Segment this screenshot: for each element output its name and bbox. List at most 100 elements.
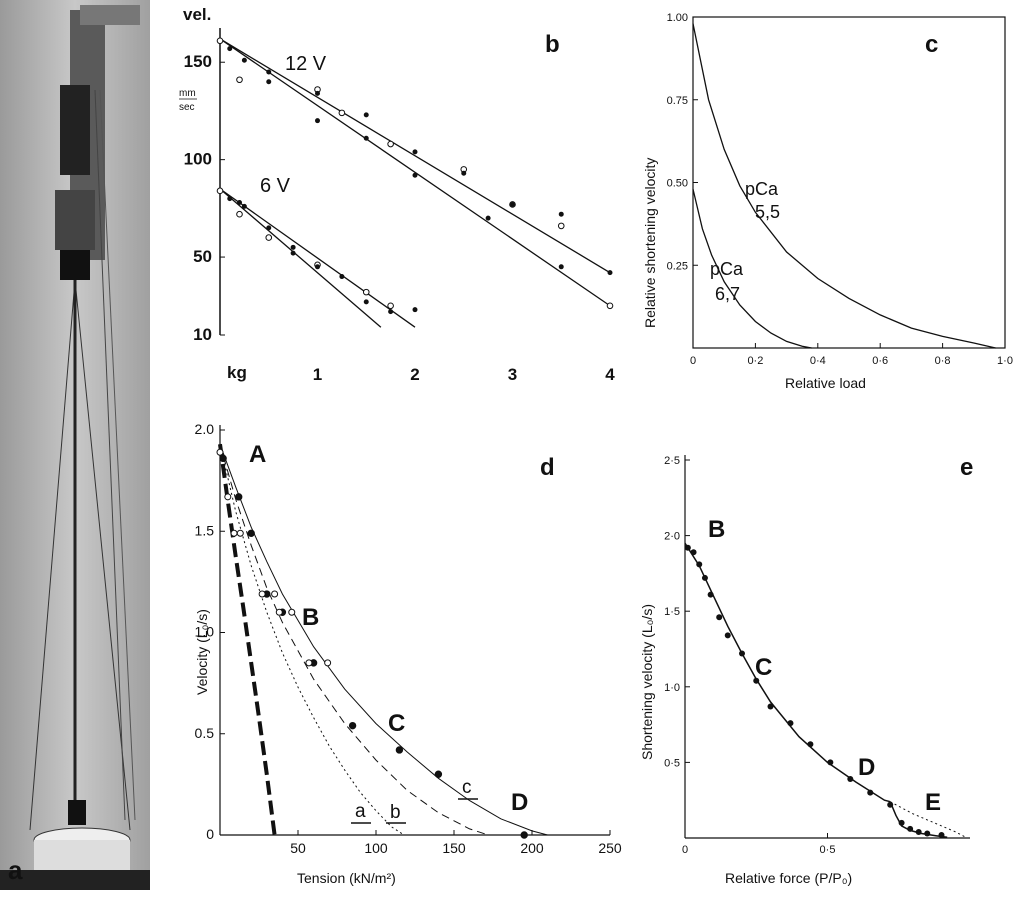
data-point — [387, 302, 394, 310]
y-tick-label: 0.5 — [195, 725, 215, 741]
y-tick-label: 1.00 — [667, 12, 688, 24]
point-label-D: D — [858, 754, 875, 781]
chart-panel-d: 0 0.5 1.0 1.5 2.0 50 100 150 200 250 d Tension (k… — [194, 421, 622, 886]
y-unit-num: mm — [179, 88, 196, 99]
y-tick-label: 0·5 — [664, 757, 680, 769]
x-tick-label: 250 — [598, 840, 622, 856]
point-label-A: A — [249, 441, 266, 468]
data-point — [412, 307, 418, 313]
fit-line — [219, 188, 382, 328]
panel-letter-b: b — [545, 31, 560, 58]
annotation-pca-67-line2: 6,7 — [715, 284, 740, 304]
data-point — [807, 741, 814, 748]
y-title-top: vel. — [183, 5, 211, 24]
data-point — [315, 264, 320, 270]
data-point — [485, 215, 491, 221]
y-tick-label: 2·5 — [664, 455, 680, 467]
data-point — [938, 831, 945, 838]
y-tick-label: 150 — [184, 52, 212, 71]
x-tick-label: 4 — [605, 365, 615, 384]
curve-label-b: b — [390, 802, 401, 823]
point-label-E: E — [925, 789, 941, 816]
y-tick-label: 1·5 — [664, 606, 680, 618]
data-point — [227, 46, 233, 52]
data-point — [363, 299, 369, 305]
data-point — [387, 140, 394, 148]
curve-pCa-6-7 — [692, 188, 812, 349]
data-point — [753, 677, 760, 684]
data-point — [237, 200, 242, 206]
chart-panel-c: 0.25 0.50 0.75 1.00 0 0·2 0·4 0·6 0·8 1·0 c Relat… — [642, 12, 1013, 391]
data-point — [236, 210, 243, 218]
x-axis-label: Tension (kN/m²) — [297, 870, 396, 886]
annotation-pca-55-line1: pCa — [745, 179, 779, 199]
data-point — [510, 201, 515, 207]
x-tick-label: 0 — [682, 844, 688, 856]
data-point — [690, 549, 697, 556]
curve-dotted — [889, 801, 968, 839]
point-label-B: B — [302, 604, 319, 631]
data-point — [388, 309, 394, 315]
data-point — [266, 69, 272, 75]
y-axis-label: Relative shortening velocity — [642, 158, 658, 328]
data-point — [241, 57, 247, 63]
panel-letter-c: c — [925, 31, 938, 58]
curve-solid — [684, 542, 891, 803]
x-tick-label: 150 — [442, 840, 466, 856]
data-point — [924, 830, 931, 837]
data-point — [739, 650, 745, 657]
x-tick-label: 2 — [410, 365, 419, 384]
data-point — [266, 225, 272, 231]
fit-line — [219, 38, 611, 307]
data-point-open — [258, 590, 266, 598]
data-point — [315, 118, 320, 124]
data-point — [696, 561, 703, 568]
data-point — [227, 196, 233, 202]
curve-thick — [218, 443, 277, 836]
data-point-open — [230, 529, 238, 537]
curve-b — [219, 444, 489, 836]
data-point — [907, 825, 914, 832]
data-point-open — [275, 608, 283, 616]
point-label-C: C — [755, 654, 772, 681]
data-point — [684, 544, 691, 551]
data-point-open — [305, 659, 313, 667]
chart-panel-b: 10 50 100 150 1 2 3 4 b vel. mm sec kg 12 V 6 V — [179, 5, 615, 384]
apparatus-photo — [0, 0, 150, 890]
data-point — [707, 591, 714, 598]
chart-panel-e: 0·5 1·0 1·5 2·0 2·5 0 0·5 e Relative force (P/… — [639, 454, 973, 886]
data-point — [266, 79, 272, 85]
data-point — [412, 149, 418, 155]
x-axis-label: Relative load — [785, 375, 866, 391]
x-tick-label: 0 — [690, 355, 696, 367]
x-axis-label: kg — [227, 363, 247, 382]
y-tick-label: 1.0 — [195, 624, 215, 640]
x-axis-label: Relative force (P/P₀) — [725, 870, 852, 886]
x-tick-label: 200 — [520, 840, 544, 856]
data-point — [898, 819, 905, 826]
y-unit-den: sec — [179, 102, 195, 113]
y-tick-label: 1·0 — [664, 682, 680, 694]
data-point — [216, 37, 224, 45]
point-label-D: D — [511, 789, 528, 816]
data-point — [339, 274, 345, 280]
y-axis-label: Velocity (L₀/s) — [194, 609, 210, 695]
y-tick-label: 50 — [193, 247, 212, 266]
data-point-open — [271, 590, 279, 598]
panel-letter-a: a — [8, 855, 23, 885]
x-tick-label: 3 — [508, 365, 517, 384]
data-point — [558, 211, 564, 217]
y-tick-label: 0.50 — [667, 178, 688, 190]
data-point — [701, 574, 708, 581]
data-point — [315, 90, 320, 96]
data-point-filled — [219, 454, 227, 463]
data-point — [558, 264, 564, 270]
x-tick-label: 0·5 — [820, 844, 836, 856]
data-point — [887, 801, 894, 808]
curve-c — [219, 444, 548, 836]
y-axis-label: Shortening velocity (L₀/s) — [639, 604, 655, 760]
fit-line — [219, 188, 416, 328]
data-point — [363, 112, 369, 118]
data-point — [847, 776, 854, 783]
x-tick-label: 50 — [290, 840, 306, 856]
